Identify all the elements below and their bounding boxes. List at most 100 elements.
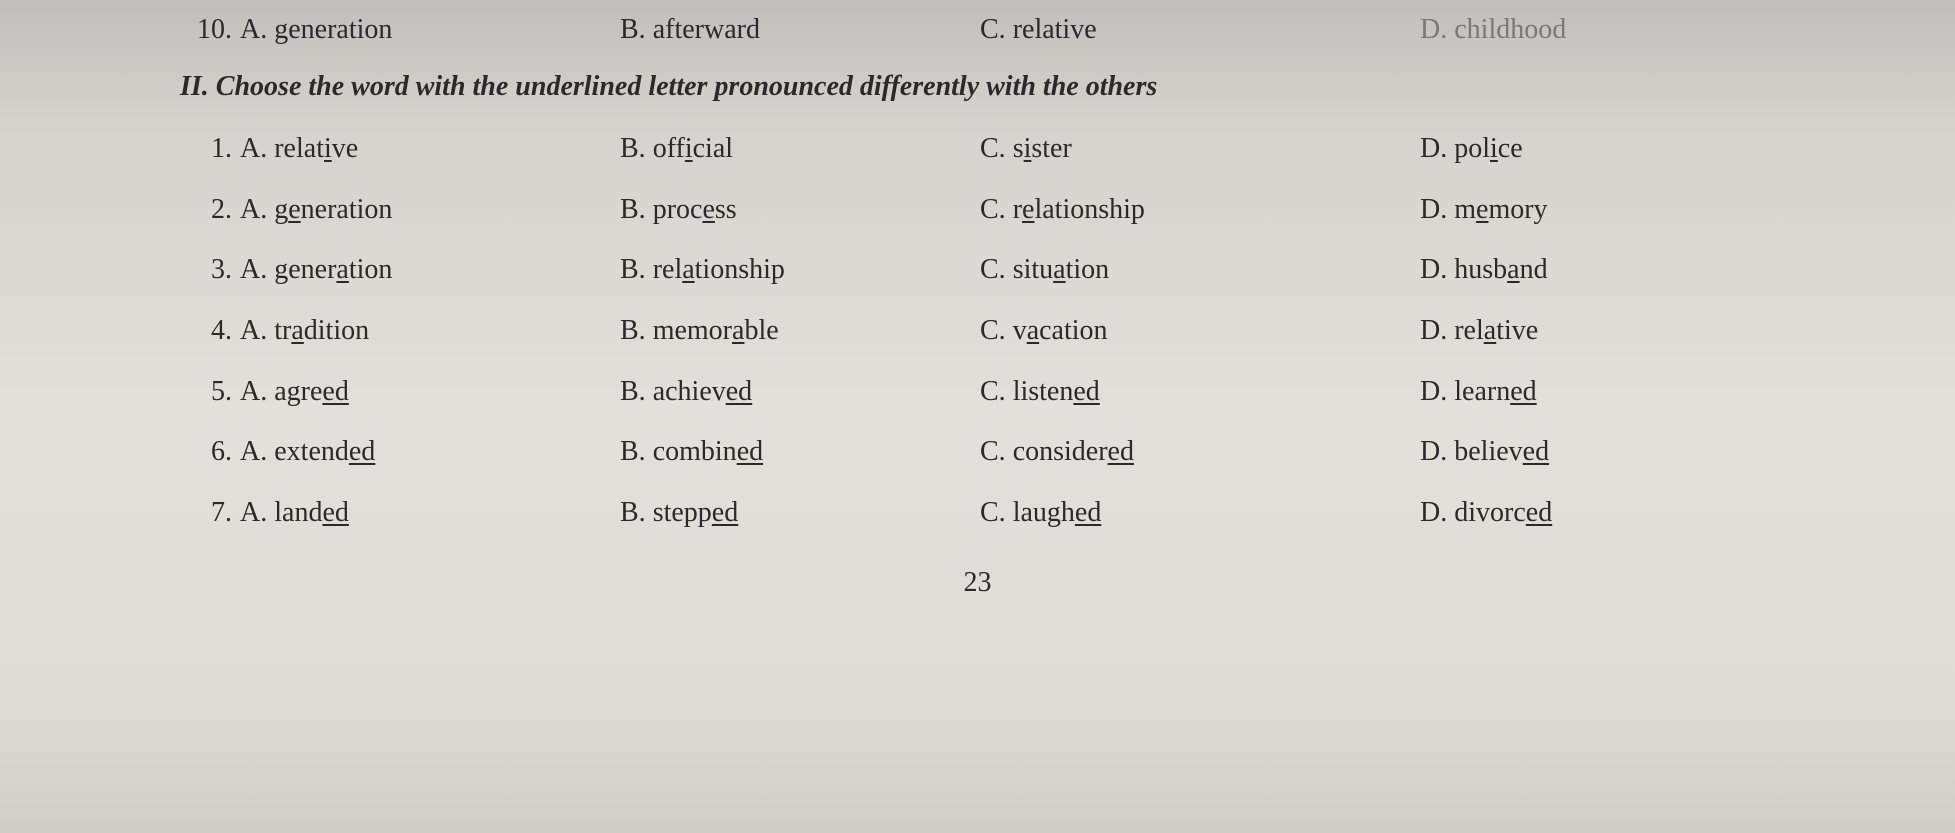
page-number: 23: [60, 563, 1895, 604]
underlined-letter: e: [288, 194, 300, 225]
word-part: s: [1013, 133, 1024, 164]
underlined-letter: a: [291, 315, 303, 346]
question-row: 4.A. traditionB. memorableC. vacationD. …: [180, 311, 1895, 352]
question-row: 6.A. extendedB. combinedC. consideredD. …: [180, 432, 1895, 473]
word-part: believ: [1454, 436, 1522, 467]
word-part: tive: [1496, 315, 1538, 346]
underlined-letter: ed: [737, 436, 763, 467]
option-word: combined: [653, 436, 763, 467]
option-a: A. tradition: [240, 311, 620, 352]
option-c: C. laughed: [980, 493, 1420, 534]
option-text: afterward: [653, 14, 760, 45]
option-a: A. relative: [240, 129, 620, 170]
underlined-letter: e: [1476, 194, 1488, 225]
option-c: C. vacation: [980, 311, 1420, 352]
word-part: gener: [274, 254, 336, 285]
option-label: A.: [240, 14, 267, 45]
option-label: A.: [240, 497, 274, 528]
option-d: D. husband: [1420, 250, 1895, 291]
underlined-letter: i: [1490, 133, 1498, 164]
option-text: relative: [1013, 14, 1097, 45]
option-word: learned: [1454, 376, 1536, 407]
option-label: D.: [1420, 254, 1454, 285]
option-b: B. memorable: [620, 311, 980, 352]
option-a: A. generation: [240, 10, 620, 51]
option-label: C.: [980, 254, 1013, 285]
option-label: C.: [980, 376, 1013, 407]
word-part: r: [1013, 194, 1022, 225]
option-label: C.: [980, 194, 1013, 225]
option-label: D.: [1420, 133, 1454, 164]
option-b: B. combined: [620, 432, 980, 473]
underlined-letter: ed: [1108, 436, 1134, 467]
question-row: 7.A. landedB. steppedC. laughedD. divorc…: [180, 493, 1895, 534]
question-row: 5.A. agreedB. achievedC. listenedD. lear…: [180, 372, 1895, 413]
word-part: husb: [1454, 254, 1507, 285]
option-label: D.: [1420, 14, 1447, 45]
underlined-letter: ed: [349, 436, 375, 467]
option-a: A. extended: [240, 432, 620, 473]
option-d: D. memory: [1420, 190, 1895, 231]
option-word: memorable: [653, 315, 779, 346]
option-b: B. stepped: [620, 493, 980, 534]
word-part: achiev: [653, 376, 726, 407]
option-word: divorced: [1454, 497, 1552, 528]
option-label: A.: [240, 436, 274, 467]
underlined-letter: i: [685, 133, 693, 164]
option-label: B.: [620, 315, 653, 346]
option-label: D.: [1420, 376, 1454, 407]
option-d: D. police: [1420, 129, 1895, 170]
option-word: tradition: [274, 315, 369, 346]
option-word: police: [1454, 133, 1522, 164]
word-part: relat: [274, 133, 324, 164]
question-number: 10.: [180, 10, 240, 51]
word-part: listen: [1013, 376, 1074, 407]
word-part: extend: [274, 436, 349, 467]
option-label: C.: [980, 315, 1013, 346]
question-row: 1.A. relativeB. officialC. sisterD. poli…: [180, 129, 1895, 170]
option-label: B.: [620, 14, 646, 45]
word-part: g: [274, 194, 288, 225]
option-a: A. landed: [240, 493, 620, 534]
option-b: B. relationship: [620, 250, 980, 291]
option-word: process: [653, 194, 737, 225]
option-label: A.: [240, 315, 274, 346]
option-d: D. relative: [1420, 311, 1895, 352]
option-word: relative: [274, 133, 358, 164]
option-b: B. process: [620, 190, 980, 231]
word-part: ble: [744, 315, 778, 346]
option-a: A. generation: [240, 250, 620, 291]
word-part: m: [1454, 194, 1476, 225]
option-label: C.: [980, 14, 1006, 45]
option-word: memory: [1454, 194, 1547, 225]
word-part: ster: [1031, 133, 1071, 164]
option-label: B.: [620, 376, 653, 407]
word-part: rel: [653, 254, 683, 285]
underlined-letter: a: [336, 254, 348, 285]
word-part: mory: [1488, 194, 1547, 225]
word-part: learn: [1454, 376, 1510, 407]
underlined-letter: ed: [1075, 497, 1101, 528]
underlined-letter: a: [1027, 315, 1039, 346]
word-part: ve: [332, 133, 358, 164]
word-part: off: [653, 133, 685, 164]
option-label: B.: [620, 133, 653, 164]
option-word: relationship: [653, 254, 785, 285]
word-part: divorc: [1454, 497, 1526, 528]
word-part: ce: [1498, 133, 1523, 164]
option-word: vacation: [1013, 315, 1108, 346]
option-word: laughed: [1013, 497, 1102, 528]
underlined-letter: e: [702, 194, 714, 225]
option-word: sister: [1013, 133, 1072, 164]
option-a: A. generation: [240, 190, 620, 231]
underlined-letter: a: [682, 254, 694, 285]
word-part: cial: [693, 133, 733, 164]
option-word: generation: [274, 254, 392, 285]
underlined-letter: a: [1053, 254, 1065, 285]
word-part: tion: [1066, 254, 1110, 285]
option-c: C. sister: [980, 129, 1420, 170]
option-word: listened: [1013, 376, 1100, 407]
option-label: B.: [620, 254, 653, 285]
option-b: B. official: [620, 129, 980, 170]
underlined-letter: a: [732, 315, 744, 346]
